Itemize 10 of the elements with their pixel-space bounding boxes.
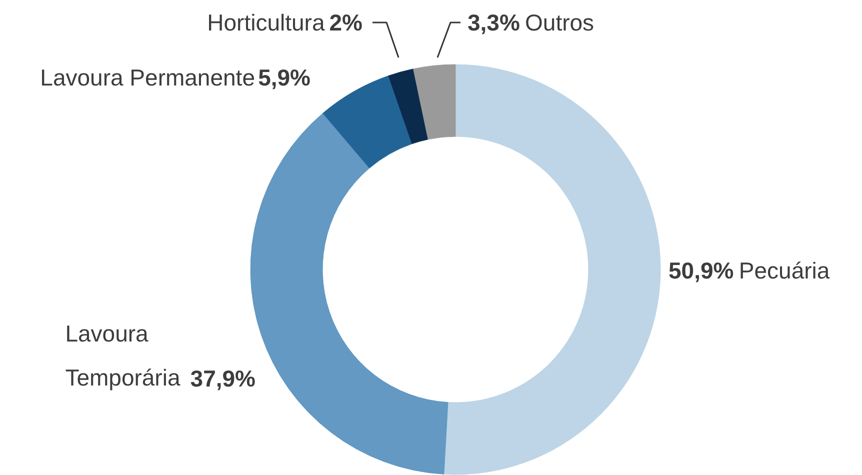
data-label: 37,9%	[190, 366, 256, 392]
slice-label: Lavoura Temporária	[65, 320, 180, 391]
data-label: 50,9%	[668, 258, 734, 284]
slice-label: Outros	[525, 10, 594, 36]
slice-label: Horticultura	[207, 10, 325, 36]
slice-label: Pecuária	[738, 258, 830, 284]
data-label: 5,9%	[258, 64, 311, 90]
data-label: 2%	[329, 10, 363, 36]
data-label: 3,3%	[468, 10, 520, 36]
slice-label: Lavoura Permanente	[40, 64, 255, 90]
